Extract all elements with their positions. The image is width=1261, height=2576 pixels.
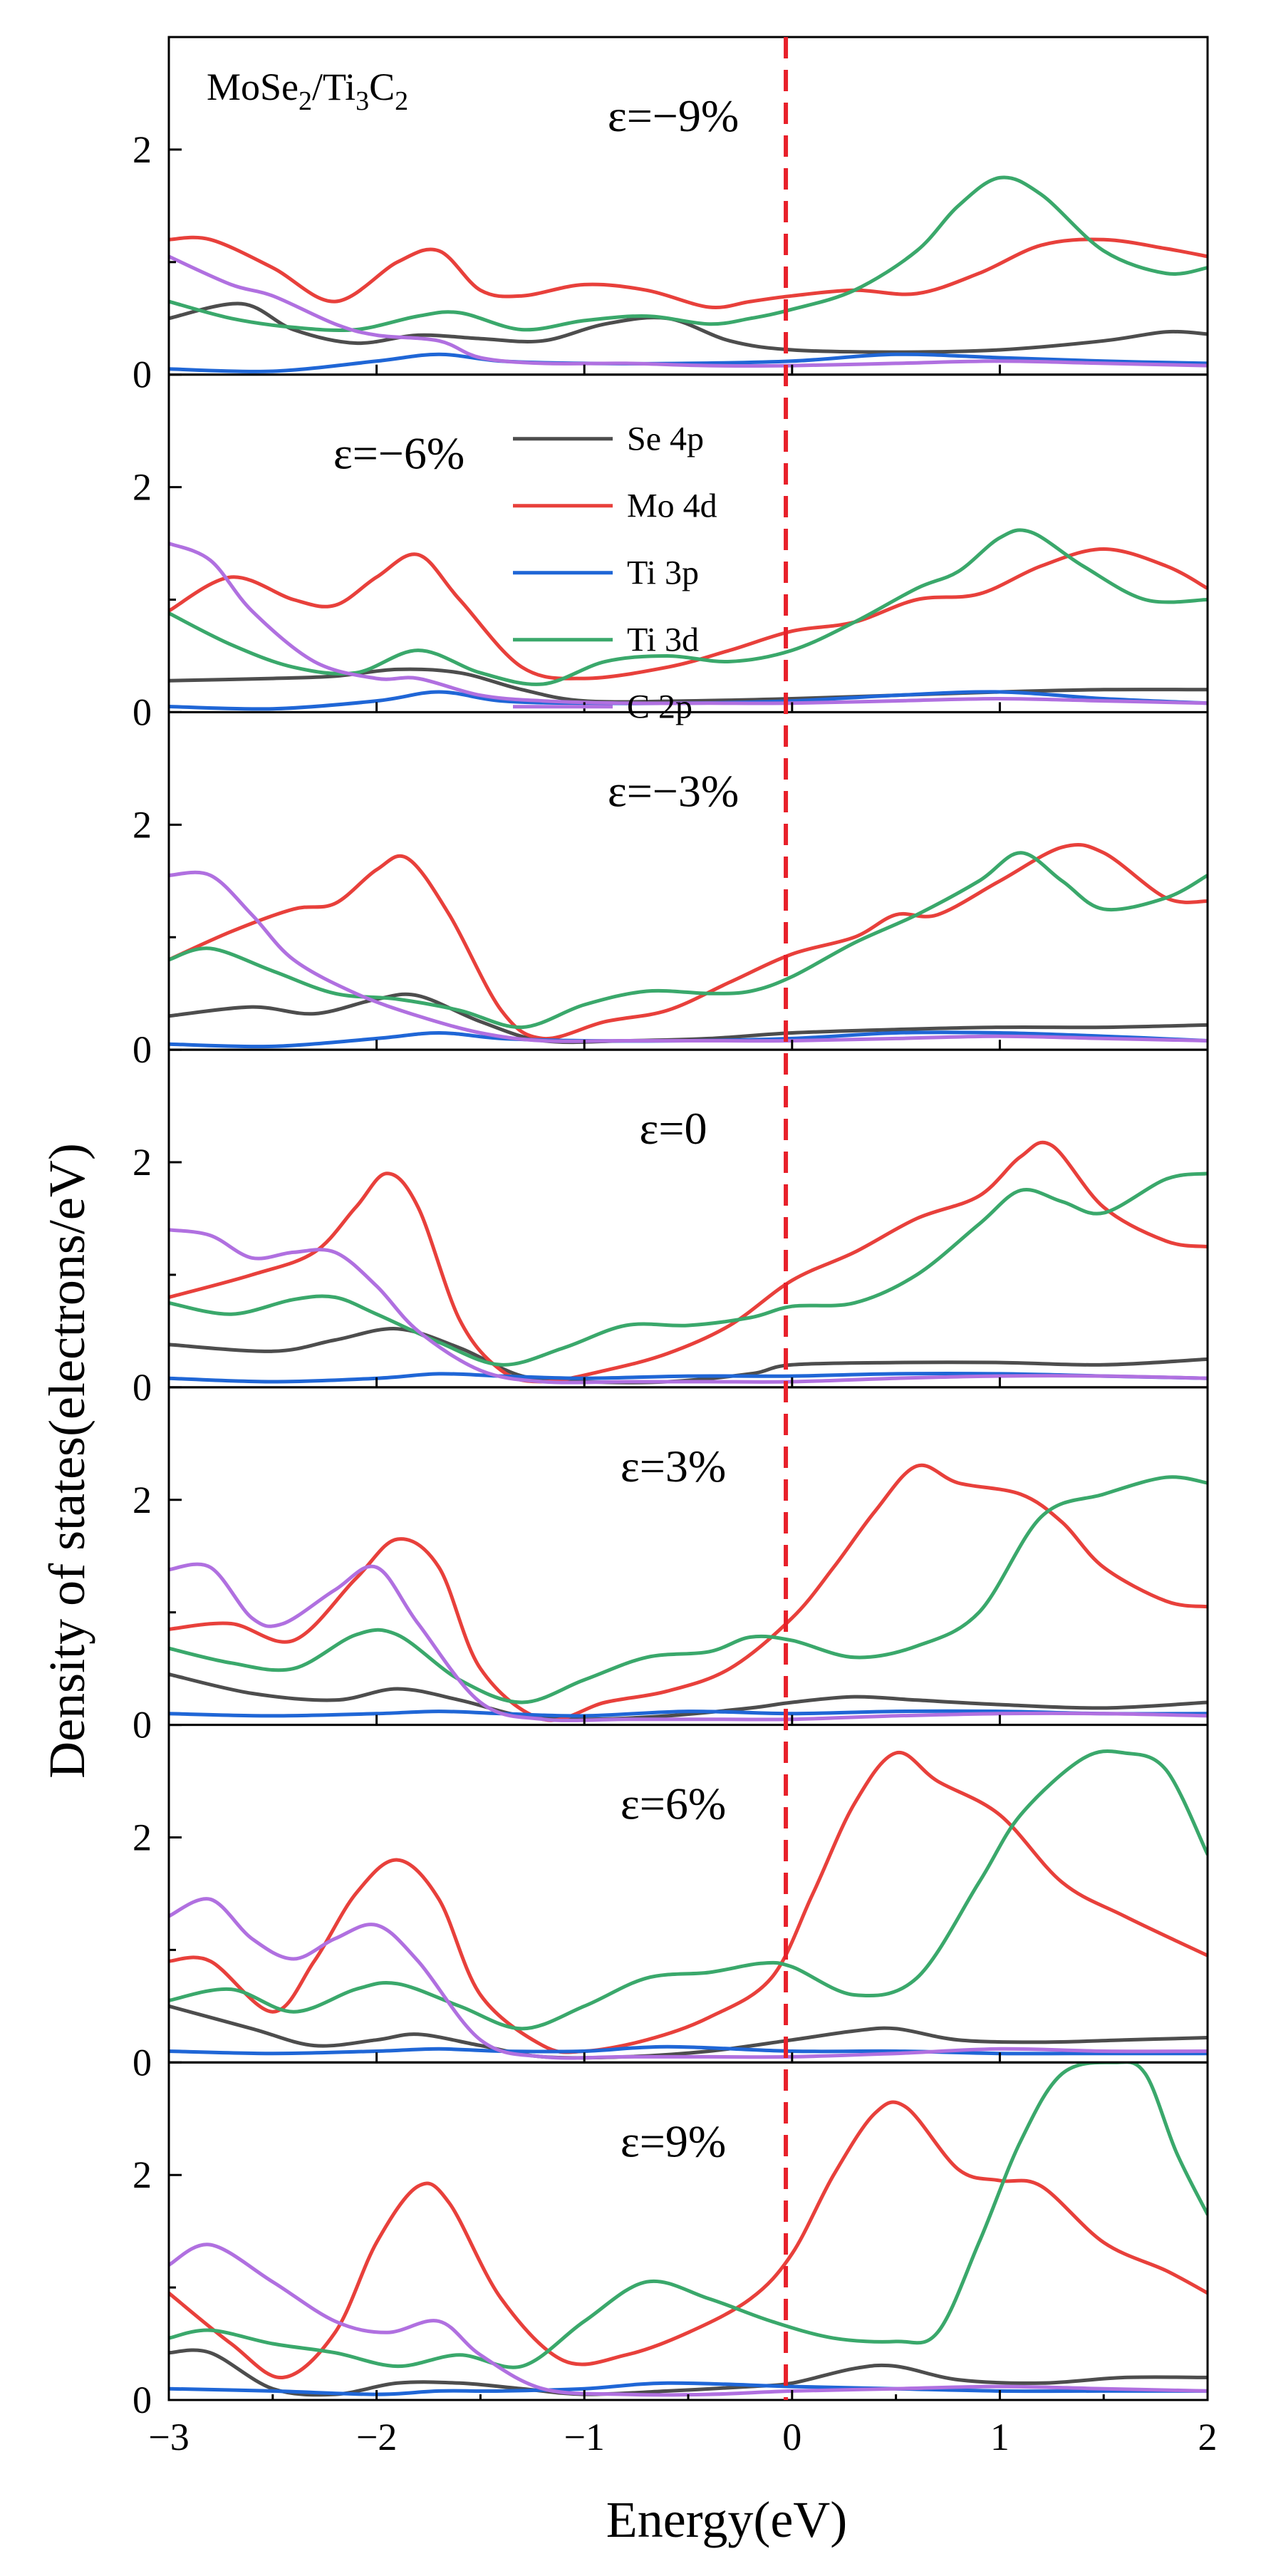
legend-label: Se 4p — [627, 420, 704, 458]
series-group — [169, 2062, 1208, 2397]
series-line-mo-4d — [169, 1463, 1208, 1722]
series-line-c-2p — [169, 1897, 1208, 2060]
series-group — [169, 1749, 1208, 2060]
panel-1: 0 2 ε=−9% — [133, 36, 1209, 396]
series-line-ti-3d — [169, 851, 1208, 1030]
series-line-se-4p — [169, 2348, 1208, 2397]
series-line-mo-4d — [169, 547, 1208, 681]
y-tick-label: 0 — [133, 690, 152, 733]
series-line-ti-3d — [169, 2062, 1208, 2369]
y-tick-label: 0 — [133, 353, 152, 396]
x-tick-label: −1 — [564, 2416, 604, 2458]
panel-3: 0 2 ε=−3% — [133, 710, 1209, 1071]
y-tick-label: 2 — [133, 1141, 152, 1184]
panel-frame — [167, 1048, 1209, 1389]
panel-6: 0 2 ε=6% — [133, 1724, 1209, 2084]
y-tick-label: 0 — [133, 1704, 152, 1747]
series-line-ti-3p — [169, 2044, 1208, 2056]
x-tick-label: −3 — [148, 2416, 189, 2458]
series-line-se-4p — [169, 1672, 1208, 1722]
series-line-mo-4d — [169, 2100, 1208, 2379]
legend-label: Mo 4d — [627, 487, 717, 525]
series-line-ti-3d — [169, 175, 1208, 333]
series-line-se-4p — [169, 301, 1208, 354]
series-line-c-2p — [169, 254, 1208, 368]
panel-5: 0 2 ε=3% — [133, 1386, 1209, 1747]
y-tick-label: 2 — [133, 466, 152, 509]
series-line-c-2p — [169, 542, 1208, 705]
series-group — [169, 842, 1208, 1049]
series-group — [169, 1463, 1208, 1722]
series-line-c-2p — [169, 870, 1208, 1043]
panel-strain-label: ε=0 — [640, 1103, 707, 1154]
series-group — [169, 528, 1208, 711]
y-tick-label: 2 — [133, 1816, 152, 1858]
series-line-ti-3p — [169, 2381, 1208, 2396]
series-line-mo-4d — [169, 235, 1208, 310]
y-tick-label: 2 — [133, 128, 152, 171]
legend: Se 4p Mo 4d Ti 3p Ti 3d C 2p — [513, 420, 717, 726]
y-tick-label: 0 — [133, 2041, 152, 2084]
y-tick-label: 2 — [133, 1479, 152, 1521]
x-axis-label: Energy(eV) — [606, 2491, 848, 2548]
panel-frame — [167, 1386, 1209, 1727]
legend-label: Ti 3d — [627, 621, 699, 659]
series-line-c-2p — [169, 2243, 1208, 2397]
x-tick-label: −2 — [356, 2416, 397, 2458]
x-tick-label: 2 — [1198, 2416, 1218, 2458]
series-line-mo-4d — [169, 842, 1208, 1041]
series-line-ti-3d — [169, 528, 1208, 686]
panel-7: 0 2 ε=9% — [133, 2061, 1209, 2421]
y-tick-label: 0 — [133, 1366, 152, 1409]
series-line-ti-3d — [169, 1475, 1208, 1705]
material-label: MoSe2/Ti3C2 — [207, 66, 408, 116]
panels-group: 0 2 ε=−9% 0 2 ε=−6% 0 2 ε=−3% 0 2 ε=0 0 2 ε=3% 0 2 ε=6% 0 2… — [133, 36, 1218, 2458]
panel-strain-label: ε=−6% — [333, 428, 465, 479]
series-line-se-4p — [169, 2004, 1208, 2060]
panel-strain-label: ε=−3% — [608, 765, 739, 816]
series-line-c-2p — [169, 1228, 1208, 1385]
series-line-c-2p — [169, 1562, 1208, 1722]
legend-label: C 2p — [627, 688, 692, 726]
panel-4: 0 2 ε=0 — [133, 1048, 1209, 1409]
y-tick-label: 0 — [133, 2379, 152, 2421]
legend-label: Ti 3p — [627, 554, 699, 592]
y-tick-label: 0 — [133, 1028, 152, 1071]
panel-frame — [167, 710, 1209, 1051]
svg-text:MoSe2/Ti3C2: MoSe2/Ti3C2 — [207, 66, 408, 116]
panel-strain-label: ε=6% — [621, 1779, 726, 1829]
x-tick-label: 0 — [782, 2416, 801, 2458]
y-axis-label: Density of states(electrons/eV) — [38, 1143, 95, 1779]
series-line-mo-4d — [169, 1140, 1208, 1384]
series-group — [169, 1140, 1208, 1385]
y-tick-label: 2 — [133, 2153, 152, 2196]
series-group — [169, 175, 1208, 373]
panel-strain-label: ε=3% — [621, 1441, 726, 1491]
panel-frame — [167, 1724, 1209, 2064]
series-line-ti-3d — [169, 1171, 1208, 1367]
panel-strain-label: ε=−9% — [608, 90, 739, 141]
x-tick-label: 1 — [990, 2416, 1010, 2458]
panel-strain-label: ε=9% — [621, 2116, 726, 2166]
series-line-ti-3d — [169, 1749, 1208, 2031]
y-tick-label: 2 — [133, 803, 152, 846]
series-line-mo-4d — [169, 1750, 1208, 2054]
